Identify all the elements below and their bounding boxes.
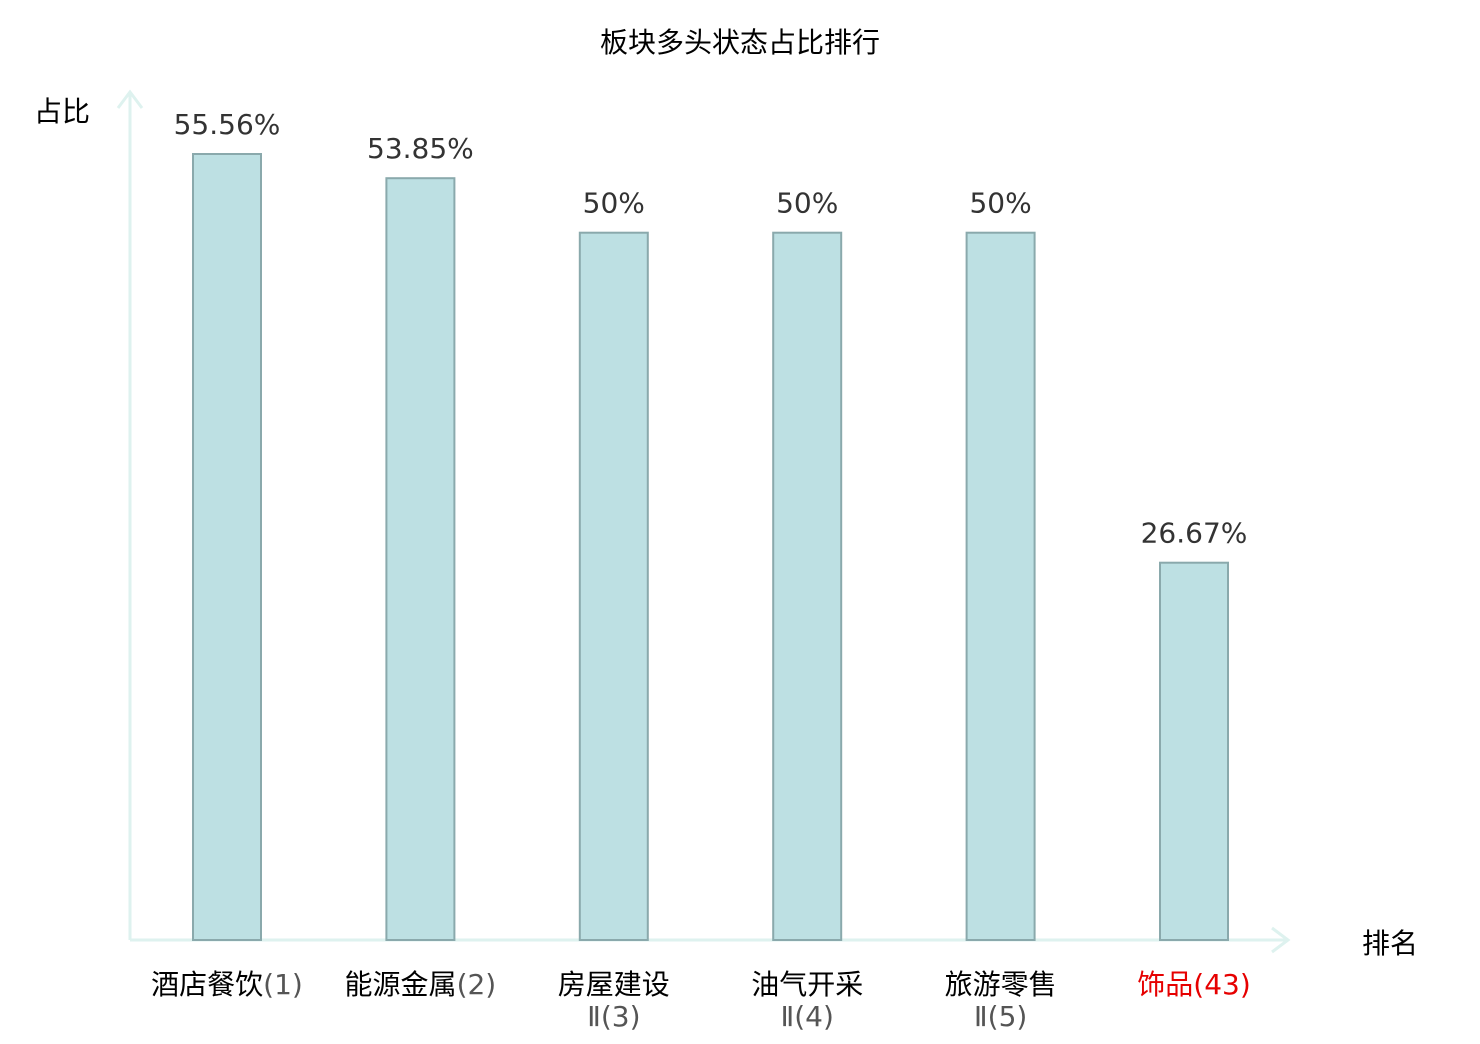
category-name: 油气开采 (751, 968, 863, 1001)
category-rank: (3) (601, 1000, 641, 1033)
chart-title: 板块多头状态占比排行 (600, 26, 880, 59)
category-label-6: 饰品(43) (1137, 968, 1251, 1001)
x-axis-label: 排名 (1362, 927, 1418, 960)
bar-3 (578, 231, 649, 941)
data-label-3: 50% (583, 187, 645, 220)
category-rank: (2) (457, 968, 497, 1001)
y-axis-arrow-icon (116, 89, 144, 109)
category-suffix: Ⅱ (587, 1000, 601, 1033)
category-label-line2: Ⅱ(4) (780, 1000, 833, 1033)
value-labels-group: 55.56% 53.85% 50% 50% 50% 26.67% (174, 108, 1248, 550)
category-name: 能源金属 (345, 968, 457, 1001)
bars-group (192, 153, 1229, 941)
category-rank: (1) (263, 968, 303, 1001)
data-label-1: 55.56% (174, 108, 281, 141)
x-axis-arrow-icon (1271, 926, 1291, 954)
category-name: 酒店餐饮 (151, 968, 263, 1001)
category-rank: (5) (988, 1000, 1028, 1033)
category-label-2: 能源金属(2) (345, 968, 497, 1001)
category-suffix: Ⅱ (780, 1000, 794, 1033)
category-label-line2: Ⅱ(5) (974, 1000, 1027, 1033)
category-label-line2: Ⅱ(3) (587, 1000, 640, 1033)
category-name: 旅游零售 (945, 968, 1057, 1001)
bar-4 (772, 231, 843, 941)
category-label-text: 饰品(43) (1137, 968, 1251, 1001)
category-rank: (4) (794, 1000, 834, 1033)
category-label-text: 房屋建设 (558, 968, 670, 1001)
data-label-5: 50% (969, 187, 1031, 220)
data-label-2: 53.85% (367, 132, 474, 165)
bar-2 (385, 177, 456, 941)
data-label-4: 50% (776, 187, 838, 220)
bar-1 (192, 153, 262, 941)
category-rank: (43) (1193, 968, 1250, 1001)
data-label-6: 26.67% (1141, 517, 1248, 550)
category-label-text: 酒店餐饮(1) (151, 968, 303, 1001)
category-labels-group: 酒店餐饮(1) 能源金属(2) 房屋建设Ⅱ(3)油气开采Ⅱ(4)旅游零售Ⅱ(5)饰品… (151, 968, 1251, 1033)
category-suffix: Ⅱ (974, 1000, 988, 1033)
y-axis-label: 占比 (34, 95, 90, 128)
bar-5 (965, 231, 1036, 941)
category-label-text: 能源金属(2) (345, 968, 497, 1001)
category-name: 饰品 (1137, 968, 1193, 1001)
bar-6 (1159, 561, 1229, 941)
category-label-text: 油气开采 (751, 968, 863, 1001)
category-label-1: 酒店餐饮(1) (151, 968, 303, 1001)
category-name: 房屋建设 (558, 968, 670, 1001)
category-label-text: 旅游零售 (945, 968, 1057, 1001)
